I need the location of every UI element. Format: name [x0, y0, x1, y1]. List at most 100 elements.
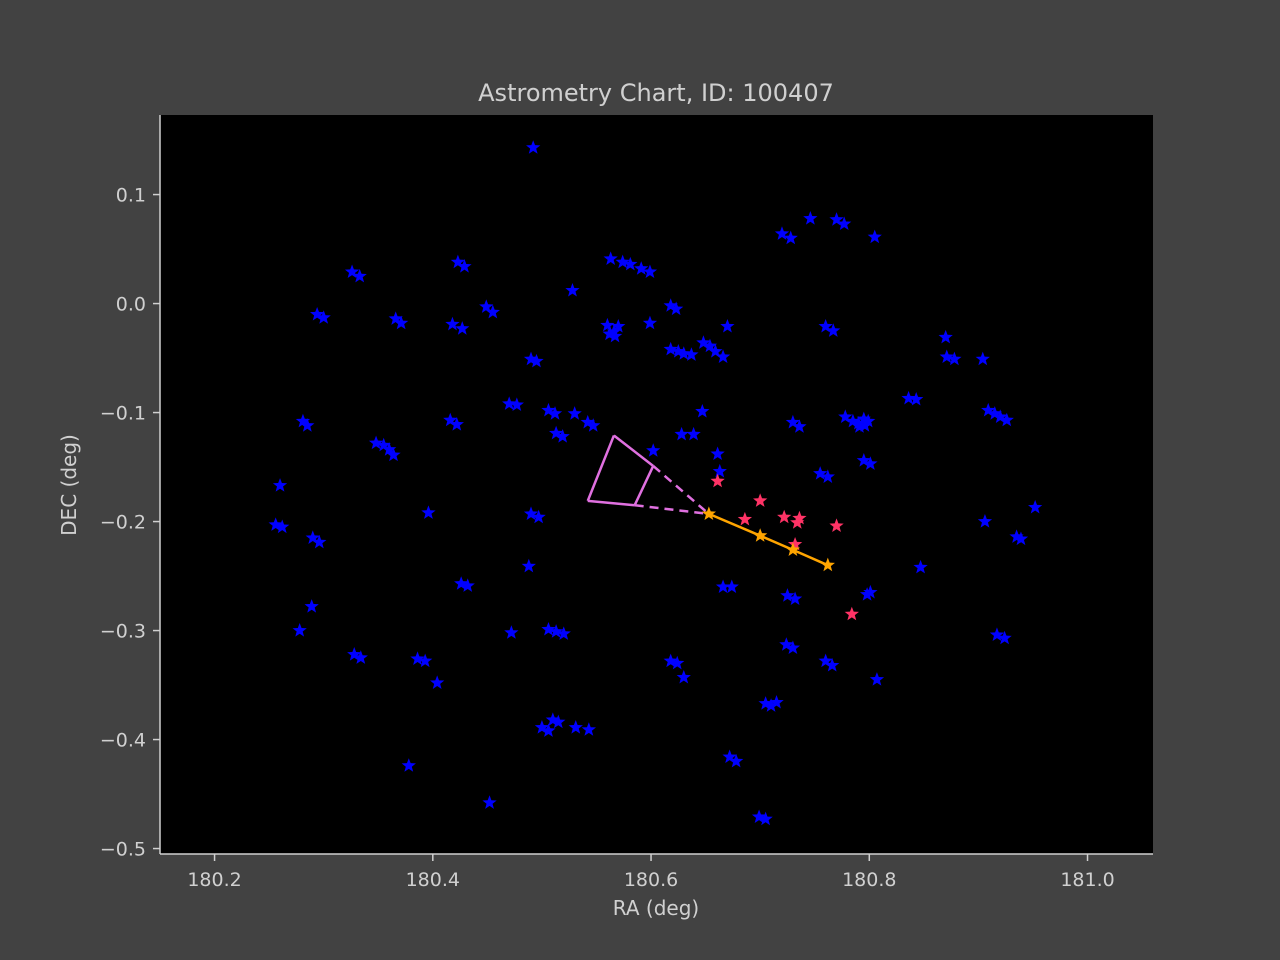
- star-point: [989, 627, 1005, 641]
- star-point: [975, 351, 990, 366]
- star-point: [695, 403, 710, 418]
- star-point: [268, 517, 283, 531]
- star-point: [521, 558, 536, 573]
- star-point: [352, 268, 367, 283]
- star-point: [787, 536, 803, 551]
- star-point: [826, 323, 841, 337]
- star-point: [548, 425, 564, 440]
- star-point: [867, 229, 882, 244]
- star-point: [663, 298, 678, 312]
- star-point: [1028, 499, 1043, 514]
- star-point: [545, 712, 560, 726]
- star-point: [820, 557, 835, 572]
- star-point: [785, 414, 801, 429]
- star-point: [615, 254, 630, 269]
- star-point: [671, 344, 686, 358]
- star-point: [708, 344, 723, 358]
- star-point: [449, 417, 464, 431]
- star-point: [857, 418, 873, 432]
- star-point: [502, 396, 517, 410]
- star-point: [844, 606, 859, 621]
- star-point: [567, 406, 582, 420]
- star-point: [977, 514, 993, 528]
- star-point: [856, 411, 871, 426]
- star-point: [310, 306, 325, 321]
- star-point: [531, 509, 546, 524]
- star-point: [901, 390, 916, 405]
- plot-area: [160, 115, 1153, 854]
- star-point: [504, 625, 519, 639]
- star-point: [909, 391, 924, 406]
- series-0: [268, 140, 1043, 826]
- star-point: [548, 624, 564, 638]
- star-point: [774, 226, 790, 240]
- star-point: [702, 338, 718, 353]
- star-point: [555, 429, 570, 443]
- star-point: [753, 528, 768, 542]
- star-point: [1009, 529, 1024, 543]
- star-point: [479, 299, 494, 313]
- star-point: [347, 647, 362, 661]
- star-point: [674, 426, 689, 441]
- series-2: [701, 506, 835, 572]
- star-point: [939, 349, 954, 364]
- star-point: [913, 559, 928, 574]
- star-point: [541, 402, 556, 417]
- star-point: [753, 493, 768, 507]
- x-tick-label: 180.6: [624, 869, 678, 891]
- star-point: [818, 653, 833, 668]
- star-point: [482, 795, 497, 809]
- star-point: [642, 264, 658, 279]
- star-point: [568, 720, 583, 734]
- star-point: [450, 254, 466, 269]
- star-point: [376, 437, 391, 452]
- star-point: [523, 351, 539, 366]
- star-point: [602, 326, 617, 341]
- star-point: [1013, 531, 1029, 546]
- star-point: [460, 578, 475, 592]
- star-point: [606, 324, 622, 338]
- fov-marker: [586, 434, 710, 516]
- x-tick-label: 180.4: [406, 869, 460, 891]
- star-point: [541, 723, 556, 737]
- star-point: [938, 329, 953, 344]
- fov-inner-edge: [633, 465, 655, 506]
- star-point: [316, 310, 331, 324]
- star-point: [859, 587, 875, 601]
- star-point: [856, 453, 871, 467]
- star-point: [684, 347, 699, 361]
- star-point: [541, 621, 556, 636]
- star-point: [600, 317, 615, 332]
- star-point: [710, 446, 725, 461]
- star-point: [676, 669, 691, 684]
- series-1: [710, 473, 859, 621]
- star-point: [999, 412, 1014, 427]
- star-point: [863, 584, 878, 599]
- star-point: [790, 515, 805, 529]
- star-point: [861, 413, 876, 428]
- star-point: [751, 809, 767, 824]
- star-point: [845, 413, 861, 428]
- star-point: [724, 579, 739, 594]
- star-point: [581, 722, 596, 736]
- star-point: [443, 412, 458, 427]
- star-point: [779, 637, 794, 651]
- star-point: [813, 466, 828, 480]
- star-point: [534, 720, 550, 734]
- y-tick-label: 0.0: [116, 294, 146, 316]
- y-tick-label: 0.1: [116, 185, 146, 207]
- star-point: [783, 230, 798, 245]
- star-point: [580, 414, 595, 429]
- star-point: [715, 349, 731, 364]
- star-point: [457, 259, 472, 273]
- fov-dashed-edge: [652, 465, 710, 515]
- fov-side-edge: [613, 434, 654, 467]
- star-point: [663, 341, 678, 356]
- star-point: [623, 256, 638, 271]
- star-point: [763, 698, 779, 712]
- star-point: [300, 418, 315, 432]
- star-point: [454, 576, 469, 590]
- star-point: [386, 447, 401, 462]
- star-point: [758, 696, 773, 710]
